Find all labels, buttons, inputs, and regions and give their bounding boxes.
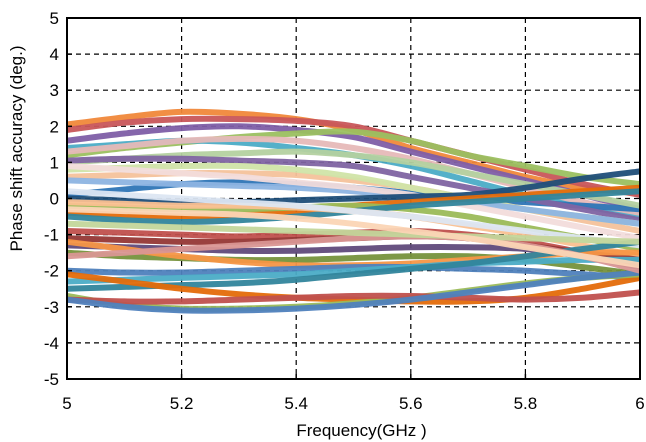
x-tick-label: 5.2 xyxy=(170,394,194,413)
series-line-9 xyxy=(66,155,641,224)
y-tick-label: -2 xyxy=(44,262,59,281)
y-tick-label: 3 xyxy=(50,81,59,100)
x-axis-title: Frequency(GHz ) xyxy=(296,421,426,440)
series-line-26 xyxy=(66,256,641,285)
series-line-2 xyxy=(66,115,641,198)
y-tick-labels: 5 4 3 2 1 0 -1 -2 -3 -4 -5 xyxy=(44,9,59,389)
x-tick-label: 6 xyxy=(635,394,644,413)
series-lines xyxy=(66,108,641,314)
series-line-14 xyxy=(66,168,641,206)
x-tick-label: 5.8 xyxy=(514,394,538,413)
series-line-31 xyxy=(66,269,641,314)
y-tick-label: -5 xyxy=(44,370,59,389)
series-line-19 xyxy=(66,188,641,249)
y-tick-label: 4 xyxy=(50,45,59,64)
series-line-34 xyxy=(66,206,641,269)
x-tick-label: 5.4 xyxy=(284,394,308,413)
y-tick-label: -1 xyxy=(44,226,59,245)
y-tick-label: -3 xyxy=(44,298,59,317)
series-line-25 xyxy=(66,263,641,281)
y-tick-label: 5 xyxy=(50,9,59,28)
series-line-28 xyxy=(66,271,641,305)
series-line-12 xyxy=(66,177,641,227)
y-tick-label: 1 xyxy=(50,153,59,172)
y-axis-title: Phase shift accuracy (deg.) xyxy=(7,46,26,252)
series-line-13 xyxy=(66,163,641,242)
x-tick-label: 5 xyxy=(62,394,71,413)
series-line-30 xyxy=(66,289,641,305)
series-line-33 xyxy=(66,220,641,245)
tick-marks xyxy=(66,17,641,380)
x-tick-label: 5.6 xyxy=(399,394,423,413)
y-tick-label: 2 xyxy=(50,117,59,136)
x-tick-labels: 5 5.2 5.4 5.6 5.8 6 xyxy=(62,394,644,413)
y-tick-label: 0 xyxy=(50,190,59,209)
y-tick-label: -4 xyxy=(44,334,59,353)
